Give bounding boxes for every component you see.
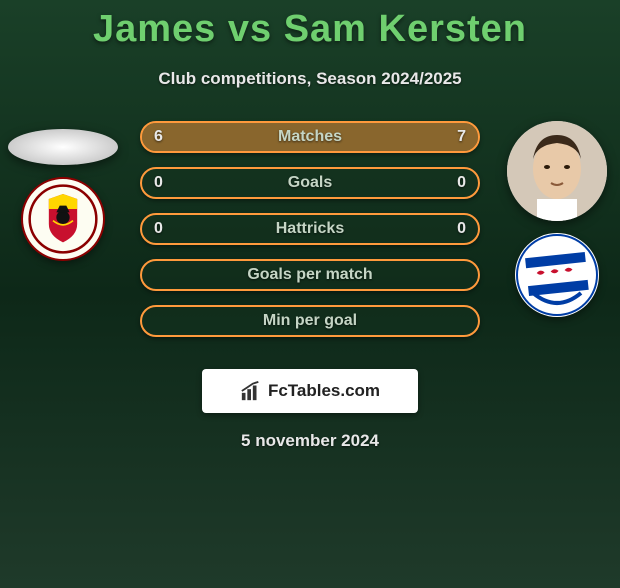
- comparison-area: 6 Matches 7 0 Goals 0 0 Hattricks 0 Goals per mat…: [0, 121, 620, 351]
- stat-bar-left: [142, 123, 297, 151]
- player-right-slot: [502, 121, 612, 317]
- club-badge-right: [515, 233, 599, 317]
- chart-icon: [240, 380, 262, 402]
- stat-value-left: 6: [154, 128, 163, 146]
- player-right-face-icon: [507, 121, 607, 221]
- goahead-crest-icon: [28, 184, 98, 254]
- stat-row: 6 Matches 7: [140, 121, 480, 153]
- site-name: FcTables.com: [268, 381, 380, 401]
- subtitle: Club competitions, Season 2024/2025: [0, 69, 620, 89]
- stat-row: Goals per match: [140, 259, 480, 291]
- heerenveen-crest-icon: [515, 233, 599, 317]
- stat-row: 0 Hattricks 0: [140, 213, 480, 245]
- stat-value-right: 0: [457, 220, 466, 238]
- stat-rows: 6 Matches 7 0 Goals 0 0 Hattricks 0 Goals per mat…: [140, 121, 480, 337]
- stat-label: Goals: [288, 174, 332, 192]
- site-badge: FcTables.com: [202, 369, 418, 413]
- player-right-photo: [507, 121, 607, 221]
- stat-row: 0 Goals 0: [140, 167, 480, 199]
- stat-value-left: 0: [154, 174, 163, 192]
- stat-value-left: 0: [154, 220, 163, 238]
- stat-label: Matches: [278, 128, 342, 146]
- stat-label: Min per goal: [263, 312, 357, 330]
- stat-label: Hattricks: [276, 220, 344, 238]
- club-badge-left: [21, 177, 105, 261]
- player-left-photo: [8, 129, 118, 165]
- stat-value-right: 7: [457, 128, 466, 146]
- page-title: James vs Sam Kersten: [0, 8, 620, 51]
- player-left-slot: [8, 121, 118, 261]
- stat-row: Min per goal: [140, 305, 480, 337]
- date-text: 5 november 2024: [0, 431, 620, 451]
- stat-value-right: 0: [457, 174, 466, 192]
- stat-label: Goals per match: [247, 266, 372, 284]
